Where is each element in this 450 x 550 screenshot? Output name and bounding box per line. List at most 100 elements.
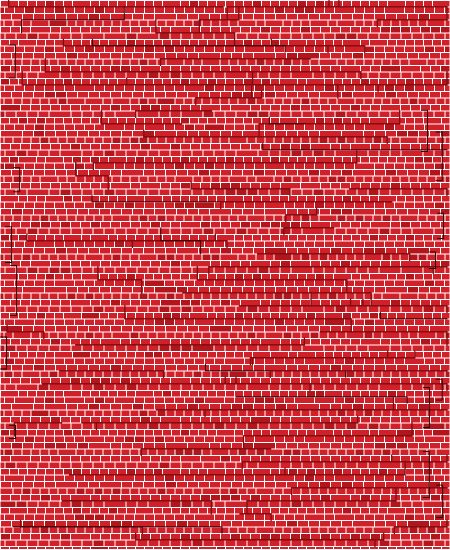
tile xyxy=(34,14,44,20)
tile xyxy=(220,332,229,338)
tile xyxy=(49,423,60,429)
tile xyxy=(276,131,286,137)
tile xyxy=(220,59,229,65)
tile xyxy=(13,371,22,377)
tile xyxy=(391,59,400,65)
tile xyxy=(166,53,176,59)
tile xyxy=(434,150,445,156)
tile xyxy=(139,293,148,299)
tile xyxy=(445,475,450,481)
tile xyxy=(423,306,434,312)
tile xyxy=(71,27,80,33)
tile xyxy=(49,371,58,377)
tile xyxy=(442,79,450,85)
tile xyxy=(265,137,274,143)
tile xyxy=(291,534,300,540)
tile xyxy=(391,410,400,416)
tile xyxy=(357,111,368,117)
tile xyxy=(395,241,404,247)
tile xyxy=(121,293,130,299)
tile xyxy=(315,241,324,247)
tile xyxy=(325,46,334,52)
tile xyxy=(391,449,400,455)
trace-line xyxy=(241,454,448,469)
tile xyxy=(190,508,198,514)
tile xyxy=(436,410,445,416)
tile xyxy=(355,137,364,143)
tile xyxy=(75,475,84,481)
tile xyxy=(5,514,14,520)
tile xyxy=(434,72,445,78)
tile xyxy=(45,202,54,208)
tile xyxy=(291,378,300,384)
tile xyxy=(283,410,292,416)
tile xyxy=(126,228,137,234)
tile xyxy=(49,215,58,221)
tile xyxy=(365,397,374,403)
tile xyxy=(35,202,44,208)
tile xyxy=(163,157,171,163)
tile xyxy=(155,53,165,59)
tile xyxy=(247,98,256,104)
tile xyxy=(115,384,126,390)
tile xyxy=(232,326,242,332)
tile xyxy=(381,261,390,267)
tile xyxy=(255,319,264,325)
tile xyxy=(343,118,351,124)
tile xyxy=(172,235,180,241)
tile xyxy=(324,228,335,234)
tile xyxy=(145,79,153,85)
tile xyxy=(215,241,224,247)
tile xyxy=(188,521,198,527)
tile xyxy=(254,287,264,293)
tile xyxy=(91,118,99,124)
tile xyxy=(163,1,180,7)
tile xyxy=(368,33,379,39)
tile xyxy=(91,105,100,111)
tile xyxy=(406,118,414,124)
tile xyxy=(67,131,77,137)
tile xyxy=(324,33,335,39)
tile xyxy=(301,66,310,72)
tile xyxy=(287,326,297,332)
tile xyxy=(302,384,313,390)
tile xyxy=(148,540,159,546)
tile xyxy=(235,469,243,475)
tile xyxy=(309,92,319,98)
tile xyxy=(100,40,108,46)
tile xyxy=(191,66,200,72)
tile xyxy=(334,352,342,358)
tile xyxy=(175,98,184,104)
tile xyxy=(445,254,450,260)
tile xyxy=(145,397,154,403)
tile xyxy=(244,1,252,7)
tile xyxy=(46,430,54,436)
tile xyxy=(229,488,238,494)
tile xyxy=(430,404,440,410)
tile xyxy=(181,547,189,549)
tile xyxy=(320,365,330,371)
tile xyxy=(401,189,412,195)
tile xyxy=(310,137,319,143)
tile xyxy=(154,508,162,514)
tile xyxy=(139,20,148,26)
tile xyxy=(45,326,55,332)
tile xyxy=(78,14,88,20)
tile xyxy=(292,488,301,494)
tile xyxy=(15,7,24,13)
tile xyxy=(75,202,84,208)
tile xyxy=(170,501,181,507)
tile xyxy=(441,248,450,254)
tile xyxy=(247,527,256,533)
tile xyxy=(1,79,9,85)
tile xyxy=(342,53,352,59)
tile xyxy=(355,397,364,403)
tile xyxy=(133,287,143,293)
tile xyxy=(427,20,445,26)
tile xyxy=(229,410,238,416)
tile xyxy=(205,85,214,91)
tile xyxy=(319,527,328,533)
tile xyxy=(89,170,99,176)
tile xyxy=(381,144,390,150)
tile xyxy=(280,313,288,319)
